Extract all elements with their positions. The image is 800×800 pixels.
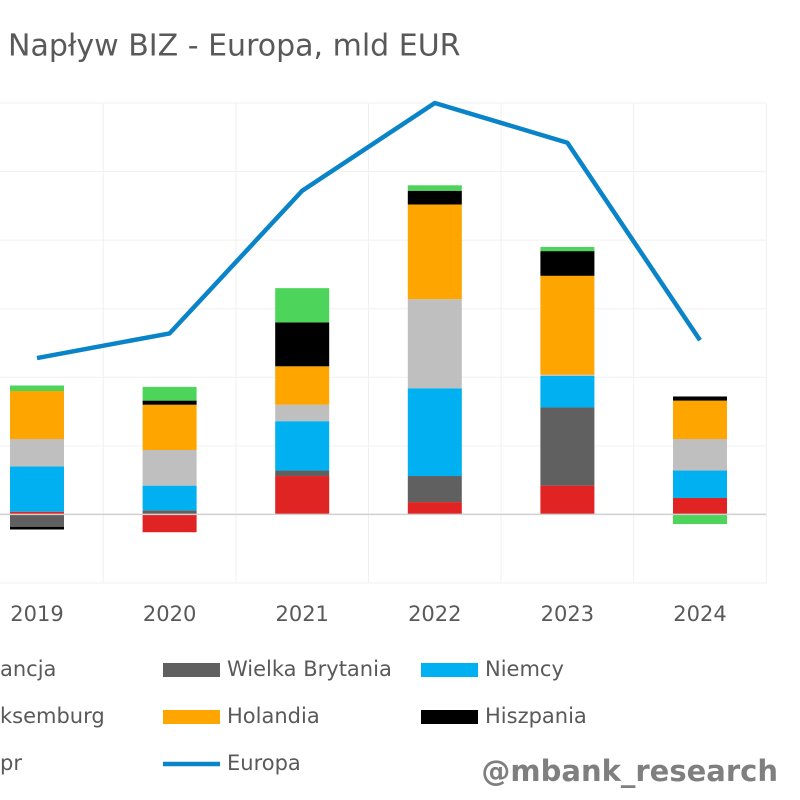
- bar-segment: [673, 396, 727, 401]
- bar-segment: [540, 407, 595, 486]
- legend-marker: [421, 663, 478, 677]
- bar-segment: [673, 470, 727, 498]
- legend-label: ksemburg: [0, 704, 105, 728]
- legend-label: Wielka Brytania: [227, 657, 392, 681]
- bar-segment: [540, 275, 595, 375]
- bar-segment: [407, 190, 462, 205]
- bar-segment: [10, 526, 64, 530]
- legend-label: Europa: [227, 751, 301, 775]
- bar-segment: [407, 204, 462, 300]
- bar-segment: [142, 404, 197, 450]
- bar-segment: [540, 374, 595, 376]
- legend-marker: [163, 710, 220, 724]
- legend-label: Holandia: [227, 704, 320, 728]
- legend-marker: [421, 710, 478, 724]
- bar-segment: [142, 514, 197, 533]
- bar-segment: [673, 497, 727, 515]
- x-tick-label: 2019: [10, 602, 63, 626]
- bar-segment: [275, 421, 330, 471]
- bar-segment: [275, 288, 330, 323]
- legend-marker: [163, 663, 220, 677]
- bar-segment: [10, 439, 64, 467]
- bar-segment: [142, 449, 197, 486]
- x-tick-label: 2022: [408, 602, 461, 626]
- bar-segment: [540, 251, 595, 276]
- legend-label: ancja: [0, 657, 56, 681]
- bar-segment: [540, 485, 595, 515]
- bar-segment: [275, 366, 330, 405]
- x-tick-label: 2023: [541, 602, 594, 626]
- watermark: @mbank_research: [481, 754, 778, 788]
- bar-segment: [540, 247, 595, 252]
- chart-title: Napływ BIZ - Europa, mld EUR: [8, 29, 461, 64]
- bar-segment: [407, 388, 462, 477]
- bar-segment: [10, 511, 64, 515]
- bar-segment: [407, 502, 462, 515]
- bar-segment: [10, 385, 64, 391]
- bar-segment: [275, 470, 330, 477]
- bar-segment: [673, 439, 727, 471]
- bar-segment: [10, 514, 64, 527]
- bar-segment: [142, 386, 197, 401]
- bar-segment: [673, 514, 727, 525]
- bar-segment: [10, 391, 64, 439]
- legend-label: pr: [0, 751, 22, 775]
- bar-segment: [275, 476, 330, 515]
- bar-segment: [673, 400, 727, 439]
- x-tick-label: 2020: [143, 602, 196, 626]
- bar-segment: [142, 400, 197, 405]
- bar-segment: [142, 510, 197, 515]
- bar-segment: [407, 476, 462, 503]
- bar-segment: [407, 299, 462, 389]
- x-tick-label: 2024: [673, 602, 726, 626]
- bar-segment: [10, 466, 64, 512]
- legend-label: Hiszpania: [485, 704, 587, 728]
- bar-segment: [275, 404, 330, 422]
- x-tick-label: 2021: [275, 602, 328, 626]
- bar-segment: [275, 322, 330, 367]
- bar-segment: [540, 375, 595, 408]
- bar-segment: [142, 485, 197, 511]
- line-series: [36, 100, 702, 361]
- legend-label: Niemcy: [485, 657, 564, 681]
- bar-segment: [407, 185, 462, 191]
